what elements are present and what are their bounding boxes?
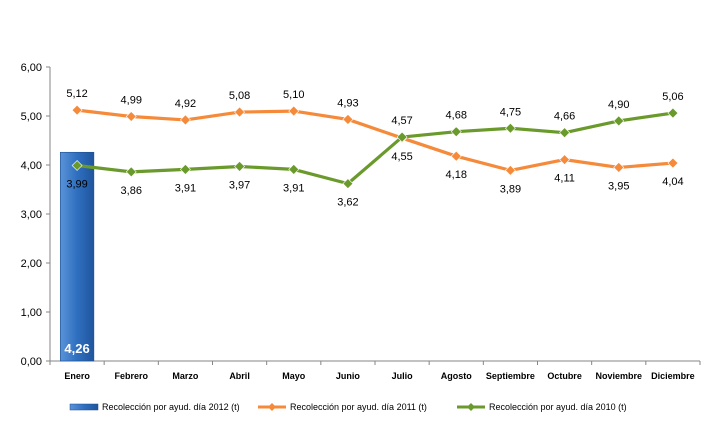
data-label: 5,08: [229, 90, 250, 102]
y-tick-label: 5,00: [21, 111, 42, 123]
series-marker: [179, 163, 191, 175]
series-marker: [125, 166, 137, 178]
y-tick-label: 0,00: [21, 356, 42, 368]
legend-swatch: [69, 403, 99, 411]
series-marker: [234, 161, 246, 172]
y-tick-label: 3,00: [21, 209, 42, 221]
series-marker: [342, 114, 354, 125]
data-label: 4,75: [500, 106, 521, 118]
legend: Recolección por ayud. día 2012 (t) Recole…: [69, 402, 627, 412]
series-marker: [71, 160, 83, 171]
x-tick-label: Abril: [229, 371, 250, 381]
line-series: [71, 104, 679, 190]
data-label: 3,86: [121, 185, 142, 197]
series-marker: [288, 163, 300, 175]
data-label: 5,12: [66, 88, 87, 100]
data-label: 4,90: [608, 99, 629, 111]
bar-2012: [59, 151, 95, 362]
data-label: 4,11: [554, 173, 575, 185]
data-label: 5,06: [662, 91, 683, 103]
data-label: 4,68: [446, 110, 467, 122]
data-label: 5,10: [283, 89, 304, 101]
x-tick-label: Enero: [64, 371, 90, 381]
legend-label: Recolección por ayud. día 2011 (t): [290, 402, 427, 412]
bar-series: [59, 151, 95, 362]
y-tick-label: 2,00: [21, 258, 42, 270]
series-marker: [667, 157, 679, 169]
series-marker: [613, 162, 625, 173]
series-marker: [450, 150, 462, 162]
data-label: 3,89: [500, 183, 521, 195]
y-tick-label: 1,00: [21, 307, 42, 319]
series-marker: [396, 131, 408, 143]
series-marker: [234, 106, 246, 118]
legend-label: Recolección por ayud. día 2012 (t): [102, 402, 240, 412]
data-label: 3,62: [337, 197, 358, 209]
data-label: 4,18: [446, 169, 467, 181]
axes: 0,00 1,00 2,00 3,00 4,00 5,00 6,00 Enero Febrero…: [21, 62, 701, 381]
x-tick-label: Noviembre: [595, 371, 642, 381]
x-tick-label: Febrero: [114, 371, 148, 381]
legend-label: Recolección por ayud. día 2010 (t): [489, 402, 627, 412]
data-label: 4,57: [391, 115, 412, 127]
data-label: 4,55: [391, 151, 412, 163]
x-tick-label: Junio: [336, 371, 361, 381]
x-tick-label: Septiembre: [486, 371, 535, 381]
data-label: 4,92: [175, 98, 196, 110]
series-marker: [613, 115, 625, 127]
series-line-2010: [76, 111, 674, 186]
y-tick-label: 6,00: [21, 62, 42, 74]
y-tick-label: 4,00: [21, 160, 42, 172]
data-labels: 4,26 5,12 3,99 4,99 3,86 4,92 3,91 5,08 3,97 5,10…: [64, 88, 683, 356]
series-marker: [559, 127, 571, 139]
data-label: 3,95: [608, 180, 629, 192]
x-tick-label: Marzo: [172, 371, 199, 381]
legend-marker: [467, 403, 475, 411]
data-label: 3,99: [66, 178, 87, 190]
series-marker: [71, 104, 83, 116]
series-marker: [504, 122, 516, 134]
bar-data-label: 4,26: [64, 341, 89, 356]
x-tick-label: Julio: [392, 371, 414, 381]
series-marker: [342, 178, 354, 190]
data-label: 4,66: [554, 111, 575, 123]
legend-marker: [268, 403, 276, 411]
series-marker: [450, 126, 462, 138]
series-marker: [667, 107, 679, 119]
series-marker: [559, 154, 571, 166]
series-marker: [504, 164, 516, 176]
x-tick-label: Agosto: [441, 371, 472, 381]
series-line-2011: [76, 108, 674, 172]
data-label: 4,93: [337, 97, 358, 109]
data-label: 3,97: [229, 179, 250, 191]
data-label: 3,91: [283, 182, 304, 194]
x-tick-label: Diciembre: [651, 371, 695, 381]
x-tick-label: Octubre: [547, 371, 582, 381]
data-label: 3,91: [175, 182, 196, 194]
series-marker: [179, 114, 191, 126]
data-label: 4,99: [121, 94, 142, 106]
series-marker: [288, 105, 300, 117]
series-marker: [125, 111, 137, 122]
data-label: 4,04: [662, 176, 683, 188]
x-tick-label: Mayo: [282, 371, 306, 381]
